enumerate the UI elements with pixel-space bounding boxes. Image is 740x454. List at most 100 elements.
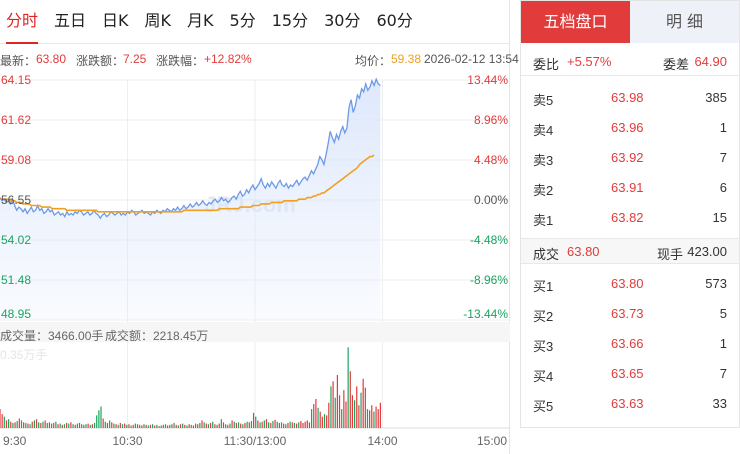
tab-daily-k[interactable]: 日K (102, 10, 129, 30)
ask-label: 卖1 (533, 213, 554, 228)
weibi-value: +5.57% (567, 54, 612, 69)
volume-bar (100, 406, 102, 428)
volume-bar (72, 424, 74, 428)
volume-bar (218, 423, 220, 428)
volume-header-band (0, 322, 510, 342)
volume-bar (192, 425, 195, 428)
tab-five-level[interactable]: 五档盘口 (521, 1, 630, 43)
volume-bar (321, 416, 323, 428)
bid-row[interactable]: 买2 63.73 5 (521, 299, 739, 329)
volume-bar (334, 397, 336, 428)
volume-bar (5, 420, 8, 428)
time-tick: 11:30/13:00 (224, 434, 287, 448)
volume-bar (345, 401, 347, 428)
volume-bar (158, 426, 160, 428)
price-ticks: 64.15 61.62 59.08 56.55 54.02 51.48 48.95 (1, 73, 31, 321)
volume-bar (98, 410, 100, 428)
volume-bar (298, 422, 300, 428)
volume-bar (121, 424, 124, 428)
volume-bar (235, 422, 237, 428)
volume-bar (145, 424, 147, 428)
volume-bar (343, 390, 345, 428)
ask-row[interactable]: 卖4 63.96 1 (521, 113, 739, 143)
latest-label: 最新： (0, 54, 37, 68)
volume-bar (126, 424, 128, 428)
volume-bar (104, 421, 106, 428)
volume-bar (375, 406, 377, 428)
bid-row[interactable]: 买3 63.66 1 (521, 329, 739, 359)
ask-price: 63.82 (611, 210, 644, 225)
tab-15min[interactable]: 15分 (271, 10, 309, 30)
tab-five-day[interactable]: 五日 (54, 10, 87, 30)
volume-bar (179, 424, 182, 428)
deal-label: 成交 (533, 247, 560, 262)
bid-row[interactable]: 买5 63.63 33 (521, 389, 739, 419)
price-tick: 59.08 (1, 153, 31, 167)
volume-bar (91, 424, 94, 428)
volume-bar (274, 419, 276, 428)
bid-price: 63.73 (611, 306, 644, 321)
ask-price: 63.92 (611, 150, 644, 165)
volume-bar (369, 410, 371, 428)
max-volume-label: 0.35万手 (0, 348, 48, 362)
ask-volume: 15 (712, 210, 727, 225)
volume-bar (349, 371, 351, 428)
volume-bar (50, 423, 53, 428)
volume-bar (205, 423, 207, 428)
volume-bar (31, 421, 33, 428)
tab-30min[interactable]: 30分 (324, 10, 361, 30)
ask-row[interactable]: 卖5 63.98 385 (521, 83, 739, 113)
bid-label: 买3 (533, 339, 554, 354)
tab-weekly-k[interactable]: 周K (144, 10, 172, 30)
ask-row[interactable]: 卖1 63.82 15 (521, 203, 739, 233)
pct-label: 涨跌幅： (156, 54, 205, 68)
volume-bar (59, 423, 61, 428)
bid-label: 买5 (533, 399, 554, 414)
volume-bar (291, 422, 293, 428)
bid-label: 买1 (533, 279, 554, 294)
bid-row[interactable]: 买4 63.65 7 (521, 359, 739, 389)
weicha-label: 委差 (663, 57, 690, 72)
avg-line (0, 154, 375, 213)
volume-bar (207, 424, 210, 428)
bid-row[interactable]: 买1 63.80 573 (521, 269, 739, 299)
pct-tick: -13.44% (463, 307, 508, 321)
tab-intraday[interactable]: 分时 (6, 0, 39, 44)
volume-bar (42, 421, 44, 428)
volume-bar (188, 424, 190, 428)
volume-bar (162, 424, 164, 428)
volume-bar (96, 415, 98, 428)
volume-bar (156, 424, 158, 428)
datetime: 2026-02-12 13:54 (424, 52, 519, 66)
volume-bar (167, 425, 169, 428)
volume-bar (216, 424, 218, 428)
volume-bar (293, 422, 296, 428)
tab-detail[interactable]: 明 细 (630, 1, 739, 43)
volume-bar (328, 402, 330, 428)
ask-price: 63.96 (611, 120, 644, 135)
volume-bar (139, 424, 141, 428)
volume-bar (173, 422, 175, 428)
volume-bar (227, 424, 229, 428)
volume-bar (295, 423, 298, 428)
ask-row[interactable]: 卖3 63.92 7 (521, 143, 739, 173)
volume-bar (336, 375, 338, 428)
bid-price: 63.63 (611, 396, 644, 411)
volume-bar (379, 402, 381, 428)
ask-row[interactable]: 卖2 63.91 6 (521, 173, 739, 203)
volume-bar (190, 424, 192, 428)
volume-bar (323, 414, 326, 428)
volume-bar (66, 422, 68, 428)
intraday-chart: JRJ.com 64.1561.6259.0856.5554.0251.4848… (0, 73, 510, 448)
volume-bar (330, 386, 332, 428)
tab-5min[interactable]: 5分 (229, 10, 256, 30)
volume-bar (154, 425, 156, 428)
volume-bar (220, 419, 222, 428)
volume-bar (289, 421, 291, 428)
tab-60min[interactable]: 60分 (376, 10, 413, 30)
tab-monthly-k[interactable]: 月K (187, 10, 214, 30)
time-ticks: 9:30 10:30 11:30/13:00 14:00 15:00 (3, 434, 507, 448)
volume-bar (130, 425, 132, 428)
time-tick: 14:00 (367, 434, 397, 448)
volume-bar (12, 422, 14, 428)
